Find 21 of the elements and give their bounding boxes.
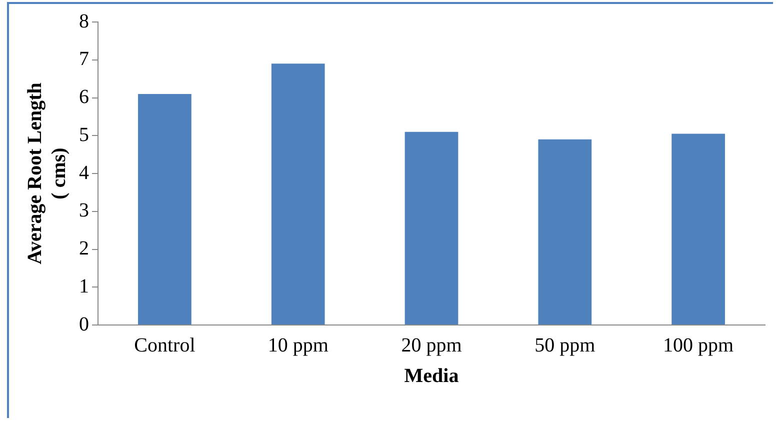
bar [138,94,192,324]
bar [404,132,458,324]
y-axis-title: Average Root Length ( cms) [24,82,70,264]
bar [672,134,725,324]
y-tick-label: 7 [79,48,89,70]
x-tick-label: 20 ppm [401,334,462,356]
y-tick-label: 4 [79,162,89,184]
y-tick-label: 2 [79,238,89,260]
x-axis-title: Media [404,365,459,388]
x-tick-label: 10 ppm [268,334,329,356]
x-tick-label: 100 ppm [663,334,734,356]
bar [271,64,325,324]
y-tick-label: 8 [79,10,89,32]
y-tick-label: 5 [79,124,89,146]
y-tick-label: 6 [79,86,89,108]
x-tick-label: Control [134,334,196,356]
x-tick-label: 50 ppm [534,334,596,356]
bar [538,139,592,324]
y-tick-label: 3 [79,200,89,222]
y-tick-label: 1 [79,275,89,298]
y-tick-label: 0 [79,313,89,336]
